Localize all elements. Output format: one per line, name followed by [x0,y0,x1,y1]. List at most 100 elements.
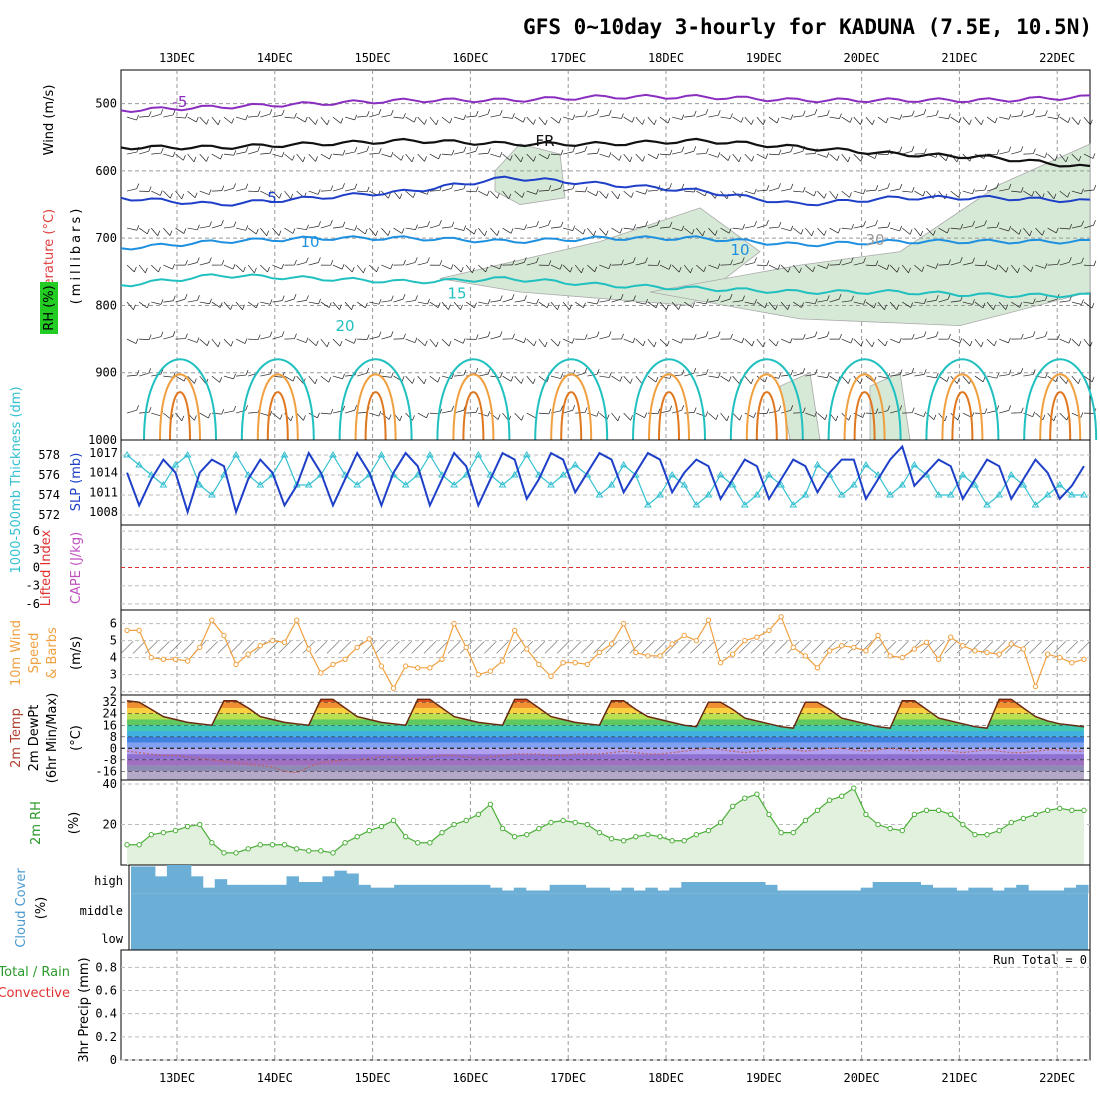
wind-barb-flag [378,299,382,305]
wind-barb [841,375,849,384]
wind-barb [671,264,680,273]
wind-barb-flag [909,229,913,235]
rh-point [608,835,615,842]
wind-barb-flag [342,183,345,189]
rh-point [972,831,978,838]
wind10-point [620,620,627,627]
wind-barb [344,338,355,344]
wind-barb [805,153,816,155]
wind-barb [793,372,803,377]
wind-barb [647,338,655,348]
wind-barb [453,264,462,273]
wind-barb [296,412,304,421]
wind-barb-flag [183,155,186,161]
wind-barb-flag [487,148,491,154]
wind-barb-flag [366,146,370,152]
wind-barb-flag [596,369,600,375]
wind-barb-flag [403,113,406,119]
wind-barb-flag [935,110,939,116]
wind-barb-flag [945,155,949,161]
wind-barb-flag [1008,114,1012,120]
wind-barb-flag [717,331,721,337]
wind-barb [865,116,873,125]
wind-barb-flag [693,146,697,152]
wind-barb [635,116,643,125]
wind-barb-flag [1020,333,1024,340]
isotherm-label: 30 [865,231,884,249]
wind-barb-flag [158,266,161,273]
wind-barb [793,150,803,155]
wind-barb [962,301,973,305]
wind-barb-flag [778,221,782,228]
wind-barb-flag [621,333,624,340]
wind-barb-flag [631,117,635,123]
wind-barb [550,187,561,192]
thickness-point [874,471,882,478]
wind-barb [260,264,268,273]
wind-barb [332,116,342,124]
wind-barb [684,372,694,377]
wind-barb-flag [958,117,962,123]
wind-barb-flag [533,119,536,125]
wind-barb-flag [242,266,246,273]
wind-barb [611,116,622,119]
wind-barb-flag [135,338,139,344]
wind-barb-flag [911,146,915,152]
wind-barb [369,336,380,340]
wind-barb-flag [766,260,770,266]
wind-barb-flag [910,302,914,308]
wind-barb-flag [451,149,455,156]
wind10-barb [677,641,691,654]
wind-barb [865,189,876,192]
wind-barb [950,338,960,344]
wind-barb [635,225,646,229]
wind10-point [887,653,893,659]
wind10-barb [920,641,933,654]
wind-barb [817,227,825,236]
thickness-point [244,471,253,478]
wind-barb [575,190,586,193]
wind-barb [902,301,911,308]
wind-barb [575,301,584,308]
wind-barb [538,412,549,415]
wind-barb [429,153,439,160]
wind-barb [756,375,766,383]
thickness-tick-label: 576 [38,468,60,482]
wind-barb-flag [463,225,467,231]
wind10-point [245,651,251,657]
wind-barb-flag [148,111,152,117]
wind-barb-flag [1055,376,1059,382]
wind-barb-flag [923,369,927,375]
wind-barb [308,262,319,266]
wind-barb-flag [790,114,794,120]
wind-barb [260,152,271,155]
wind-barb [478,301,489,305]
wind-barb [490,375,501,378]
wind-barb [417,153,425,162]
rh-point [172,827,179,834]
wind-barb-flag [427,298,430,305]
wind-barb-flag [463,369,467,376]
wind-barb [199,225,210,229]
wind-barb [235,116,246,121]
wind-barb-flag [924,148,927,154]
wind-barb [696,301,707,305]
wind-barb-flag [754,220,757,227]
wind-barb [381,264,391,270]
wind-barb [877,226,889,229]
wind-barb-flag [572,225,576,231]
wind10-point [269,637,276,644]
wind-barb-flag [1091,302,1095,309]
wind-barb-flag [653,341,657,348]
wind-barb-flag [499,263,503,269]
wind10-point [354,644,360,651]
surface-isotherm-loop [550,373,593,441]
wind-barb-flag [751,119,754,125]
wind-barb [623,190,632,198]
pressure-axis-label: (millibars) [69,206,84,305]
wind-barb [829,227,839,234]
wind-barb-flag [366,186,370,192]
wind-barb [332,153,343,156]
wind-barb-flag [499,331,503,337]
wind10-point [160,656,167,662]
